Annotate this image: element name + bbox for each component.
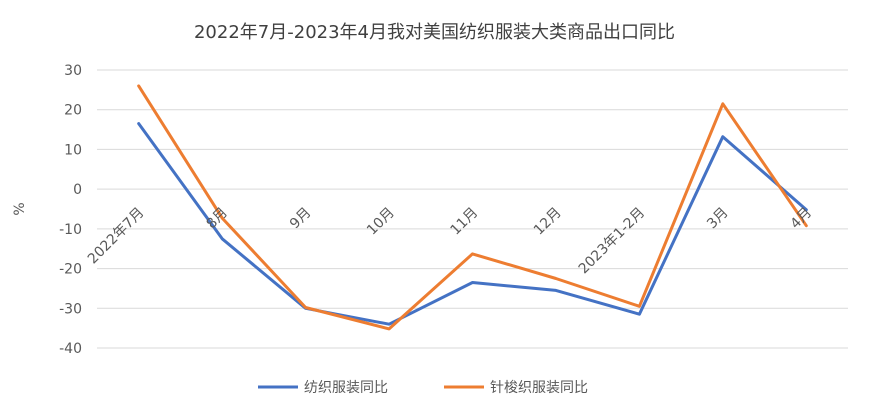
x-tick-label: 9月 <box>287 205 315 233</box>
y-axis-ticks: 30 20 10 0 -10 -20 -30 -40 <box>59 63 82 357</box>
y-tick-label: -20 <box>59 262 82 278</box>
series-line-1 <box>137 122 808 326</box>
x-axis-ticks: 2022年7月 8月 9月 10月 11月 12月 2023年1-2月 3月 4月 <box>85 205 815 277</box>
x-tick-label: 12月 <box>531 205 565 239</box>
x-tick-label: 4月 <box>788 205 816 233</box>
legend: 纺织服装同比 针梭织服装同比 <box>258 379 588 396</box>
x-tick-label: 10月 <box>364 205 398 239</box>
x-tick-label: 8月 <box>203 205 231 233</box>
legend-label-1: 纺织服装同比 <box>304 380 388 396</box>
gridlines <box>97 69 848 349</box>
x-tick-label: 11月 <box>448 205 482 239</box>
y-tick-label: -40 <box>59 341 82 357</box>
x-tick-label: 2022年7月 <box>85 205 148 268</box>
chart-title: 2022年7月-2023年4月我对美国纺织服装大类商品出口同比 <box>193 22 675 43</box>
y-tick-label: 20 <box>64 103 82 119</box>
y-axis-label: % <box>12 202 28 215</box>
y-tick-label: 10 <box>64 142 82 158</box>
y-tick-label: 30 <box>64 63 82 79</box>
y-tick-label: -30 <box>59 301 82 317</box>
legend-label-2: 针梭织服装同比 <box>490 379 588 396</box>
y-tick-label: -10 <box>59 222 82 238</box>
y-tick-label: 0 <box>73 182 82 198</box>
x-tick-label: 2023年1-2月 <box>576 205 648 277</box>
series-lines <box>137 84 808 331</box>
series-line-2 <box>137 84 808 331</box>
x-tick-label: 3月 <box>704 205 732 233</box>
